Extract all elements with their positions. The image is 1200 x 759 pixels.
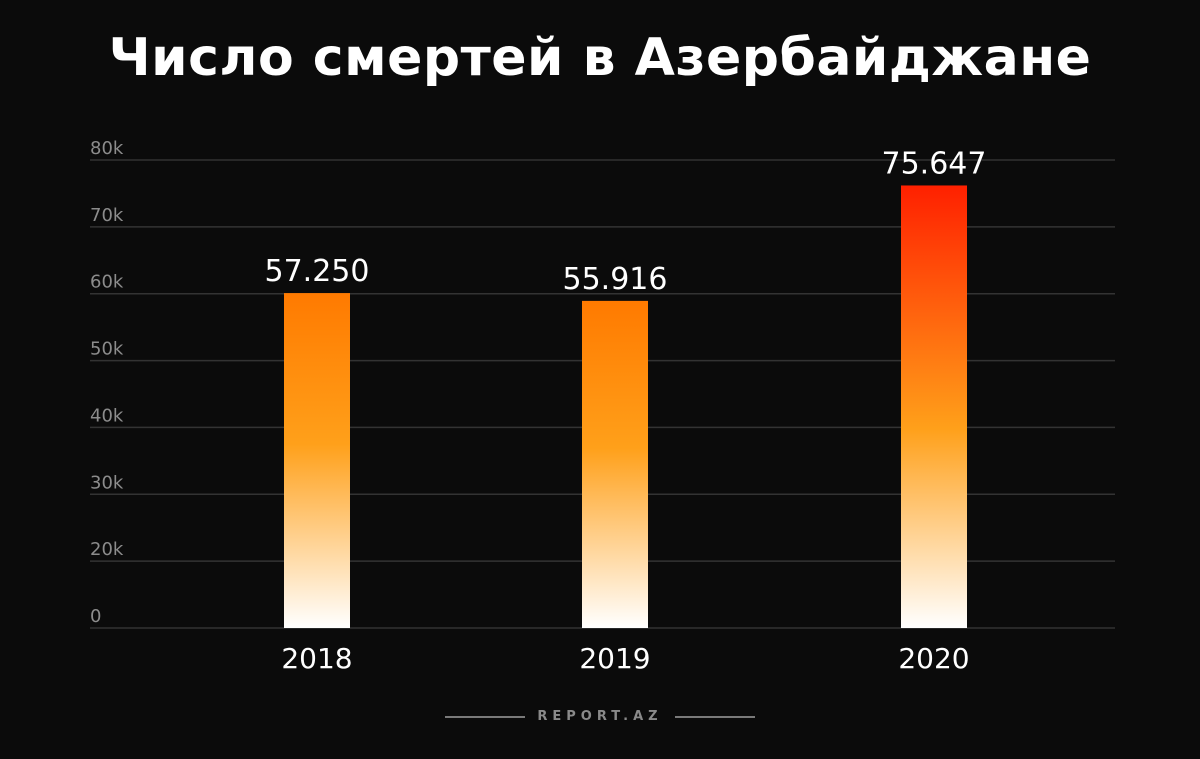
x-tick-label: 2018 — [281, 642, 352, 675]
chart-title: Число смертей в Азербайджане — [108, 28, 1092, 88]
bar-2020 — [901, 185, 967, 628]
y-tick-label: 80k — [90, 138, 124, 159]
brand-logo-text: REPORT.AZ — [537, 709, 663, 724]
y-tick-label: 0 — [90, 606, 101, 627]
y-tick-label: 40k — [90, 405, 124, 426]
footer-divider — [674, 715, 755, 718]
y-tick-label: 30k — [90, 472, 124, 493]
footer: REPORT.AZ — [0, 709, 1200, 724]
y-tick-label: 70k — [90, 205, 124, 226]
bar-2019 — [582, 300, 648, 628]
footer-divider — [445, 715, 526, 718]
data-label: 55.916 — [563, 262, 668, 297]
bar-2018 — [284, 293, 350, 628]
data-label: 75.647 — [882, 146, 987, 181]
x-tick-label: 2020 — [898, 642, 969, 675]
x-tick-label: 2019 — [579, 642, 650, 675]
y-tick-label: 20k — [90, 539, 124, 560]
data-label: 57.250 — [265, 254, 370, 289]
y-tick-label: 60k — [90, 272, 124, 293]
y-tick-label: 50k — [90, 339, 124, 360]
